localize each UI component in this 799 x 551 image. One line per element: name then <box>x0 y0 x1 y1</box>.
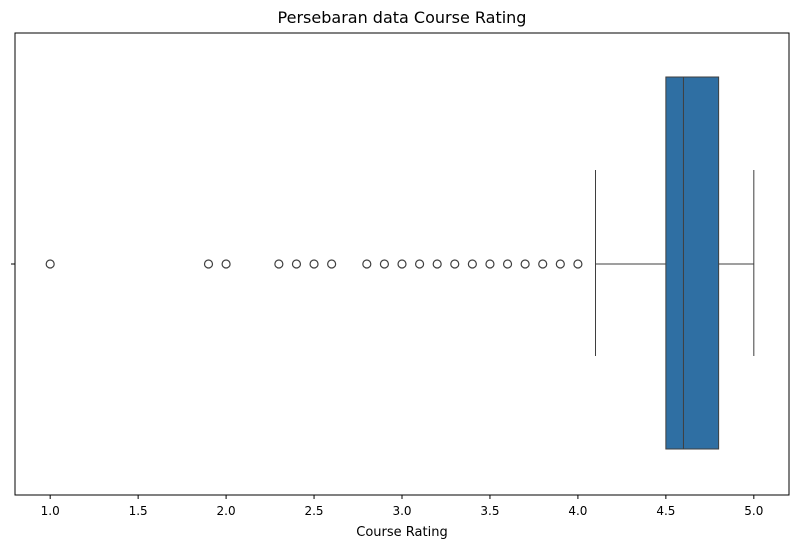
x-tick-label: 4.0 <box>568 504 587 518</box>
chart-title: Persebaran data Course Rating <box>278 8 527 27</box>
outlier-point <box>203 259 214 269</box>
outlier-point <box>573 259 583 269</box>
x-tick-label: 5.0 <box>744 504 763 518</box>
outlier-point <box>520 259 530 269</box>
x-tick-label: 2.0 <box>217 504 236 518</box>
outlier-point <box>502 259 513 269</box>
outlier-point <box>221 259 231 269</box>
outlier-points <box>45 259 583 269</box>
x-tick-label: 3.5 <box>480 504 499 518</box>
outlier-point <box>467 259 477 269</box>
outlier-point <box>309 259 319 269</box>
outlier-point <box>274 259 284 269</box>
outlier-point <box>450 259 460 269</box>
outlier-point <box>362 259 372 269</box>
outlier-point <box>327 259 337 269</box>
x-tick-label: 1.0 <box>41 504 60 518</box>
outlier-point <box>397 259 407 269</box>
x-tick-label: 3.0 <box>392 504 411 518</box>
outlier-point <box>555 259 565 269</box>
x-tick-label: 1.5 <box>129 504 148 518</box>
boxplot <box>595 76 755 450</box>
x-tick-label: 4.5 <box>656 504 675 518</box>
outlier-point <box>432 259 442 269</box>
outlier-point <box>485 259 495 269</box>
outlier-point <box>379 259 390 269</box>
x-axis: 1.0 1.5 2.0 2.5 3.0 3.5 4.0 4.5 5.0 <box>41 495 763 518</box>
outlier-point <box>414 259 425 269</box>
outlier-point <box>538 259 548 269</box>
x-axis-label: Course Rating <box>356 525 447 540</box>
outlier-point <box>291 259 302 269</box>
x-tick-label: 2.5 <box>304 504 323 518</box>
interquartile-box <box>665 76 720 450</box>
outlier-point <box>45 259 55 269</box>
